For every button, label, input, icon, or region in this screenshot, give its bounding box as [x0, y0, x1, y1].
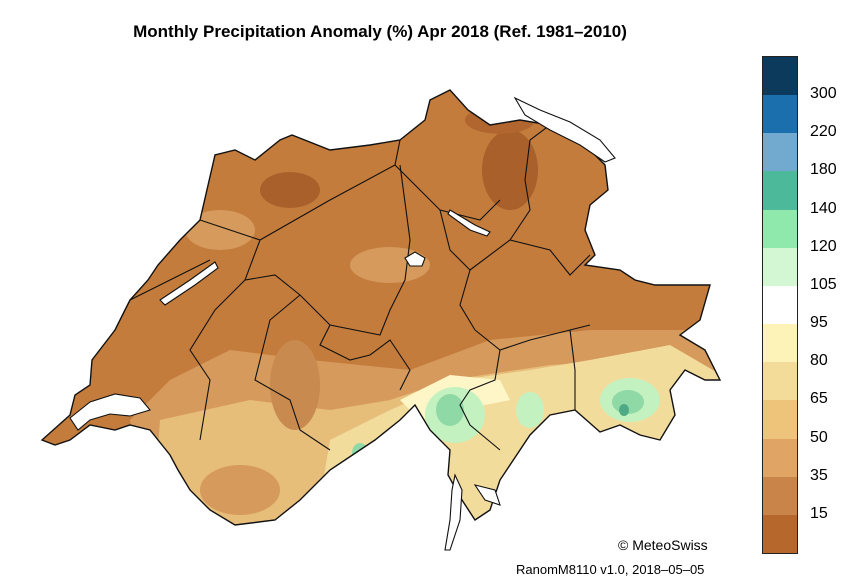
- lakes: [69, 96, 616, 551]
- colorbar-swatch: [763, 285, 797, 325]
- canton-border: [509, 124, 551, 241]
- colorbar-tick-label: 65: [810, 390, 828, 408]
- anomaly-patch-near-normal: [460, 445, 520, 515]
- anomaly-patch-dry: [200, 465, 280, 515]
- colorbar-tick-label: 120: [810, 237, 837, 255]
- canton-border: [394, 164, 476, 331]
- canton-border: [459, 349, 501, 451]
- colorbar-tick-label: 180: [810, 161, 837, 179]
- anomaly-patch-dry: [270, 340, 320, 430]
- colorbar-swatch: [763, 171, 797, 210]
- canton-border: [189, 279, 246, 441]
- canton-border: [129, 259, 211, 301]
- colorbar: [762, 56, 798, 554]
- colorbar-swatch: [763, 400, 797, 439]
- anomaly-patch-dry-light: [185, 210, 255, 250]
- canton-border: [199, 139, 401, 241]
- colorbar-swatch: [763, 247, 797, 286]
- colorbar-swatch: [763, 476, 797, 515]
- country-fill: [42, 90, 720, 525]
- lake-zurich: [447, 209, 491, 237]
- colorbar-tick-label: 300: [810, 85, 837, 103]
- colorbar-swatch: [763, 324, 797, 363]
- lake-maggiore: [444, 473, 463, 551]
- anomaly-patch-wet: [516, 392, 544, 428]
- colorbar-swatch: [763, 362, 797, 401]
- lake-lucerne: [404, 251, 426, 267]
- canton-border: [319, 324, 411, 391]
- colorbar-swatch: [763, 95, 797, 134]
- colorbar-swatch: [763, 514, 797, 554]
- lake-geneva: [69, 393, 151, 431]
- lake-neuchatel: [159, 261, 219, 306]
- canton-border: [569, 329, 576, 410]
- canton-border: [469, 239, 591, 276]
- canton-border: [254, 294, 331, 451]
- colorbar-tick-label: 95: [810, 314, 828, 332]
- map-title: Monthly Precipitation Anomaly (%) Apr 20…: [133, 22, 627, 41]
- colorbar-tick-label: 140: [810, 199, 837, 217]
- switzerland-precipitation-map: [41, 89, 721, 551]
- colorbar-tick-label: 50: [810, 428, 828, 446]
- colorbar-swatch: [763, 133, 797, 172]
- canton-border: [474, 324, 591, 351]
- colorbar-swatch: [763, 57, 797, 96]
- anomaly-patch-wet: [436, 394, 464, 426]
- anomaly-patch-dry-dark: [482, 130, 538, 210]
- copyright-label: © MeteoSwiss: [618, 537, 708, 553]
- anomaly-patch-wet-dark: [619, 404, 629, 416]
- colorbar-tick-label: 220: [810, 123, 837, 141]
- lake-lugano: [473, 484, 501, 506]
- colorbar-tick-label: 105: [810, 275, 837, 293]
- colorbar-swatch: [763, 438, 797, 477]
- lake-constance: [513, 96, 616, 163]
- colorbar-tick-label: 80: [810, 352, 828, 370]
- colorbar-tick-label: 15: [810, 504, 828, 522]
- colorbar-tick-label: 35: [810, 466, 828, 484]
- version-label: RanomM8110 v1.0, 2018–05–05: [516, 562, 705, 577]
- colorbar-swatch: [763, 209, 797, 248]
- anomaly-patch-dry-dark: [260, 172, 320, 208]
